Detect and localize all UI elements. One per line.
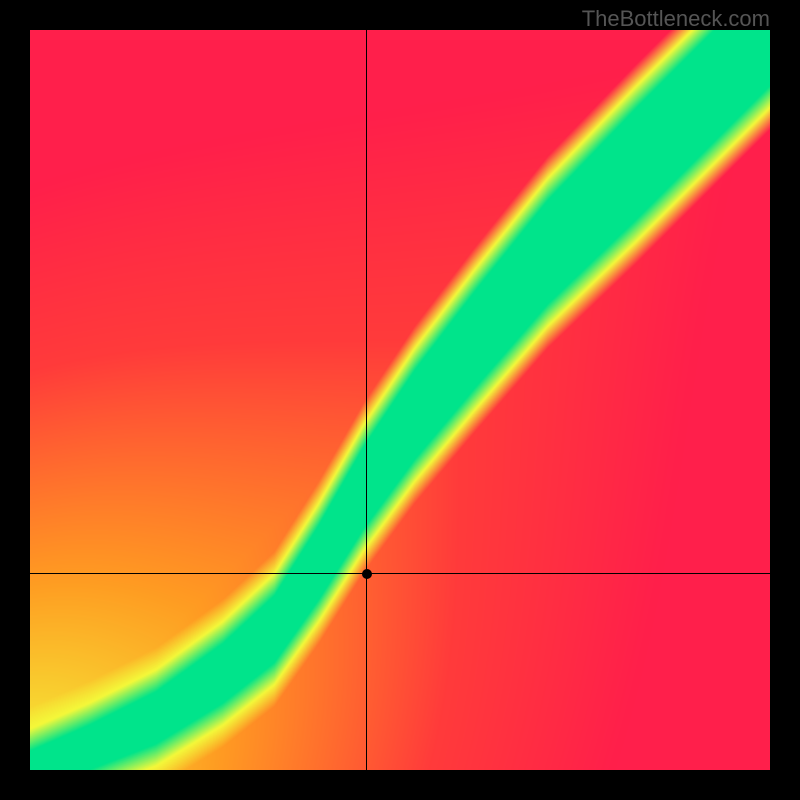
crosshair-horizontal <box>30 573 770 574</box>
crosshair-vertical <box>366 30 367 770</box>
heatmap-canvas <box>30 30 770 770</box>
watermark-text: TheBottleneck.com <box>582 6 770 32</box>
plot-area <box>30 30 770 770</box>
crosshair-marker <box>362 569 372 579</box>
